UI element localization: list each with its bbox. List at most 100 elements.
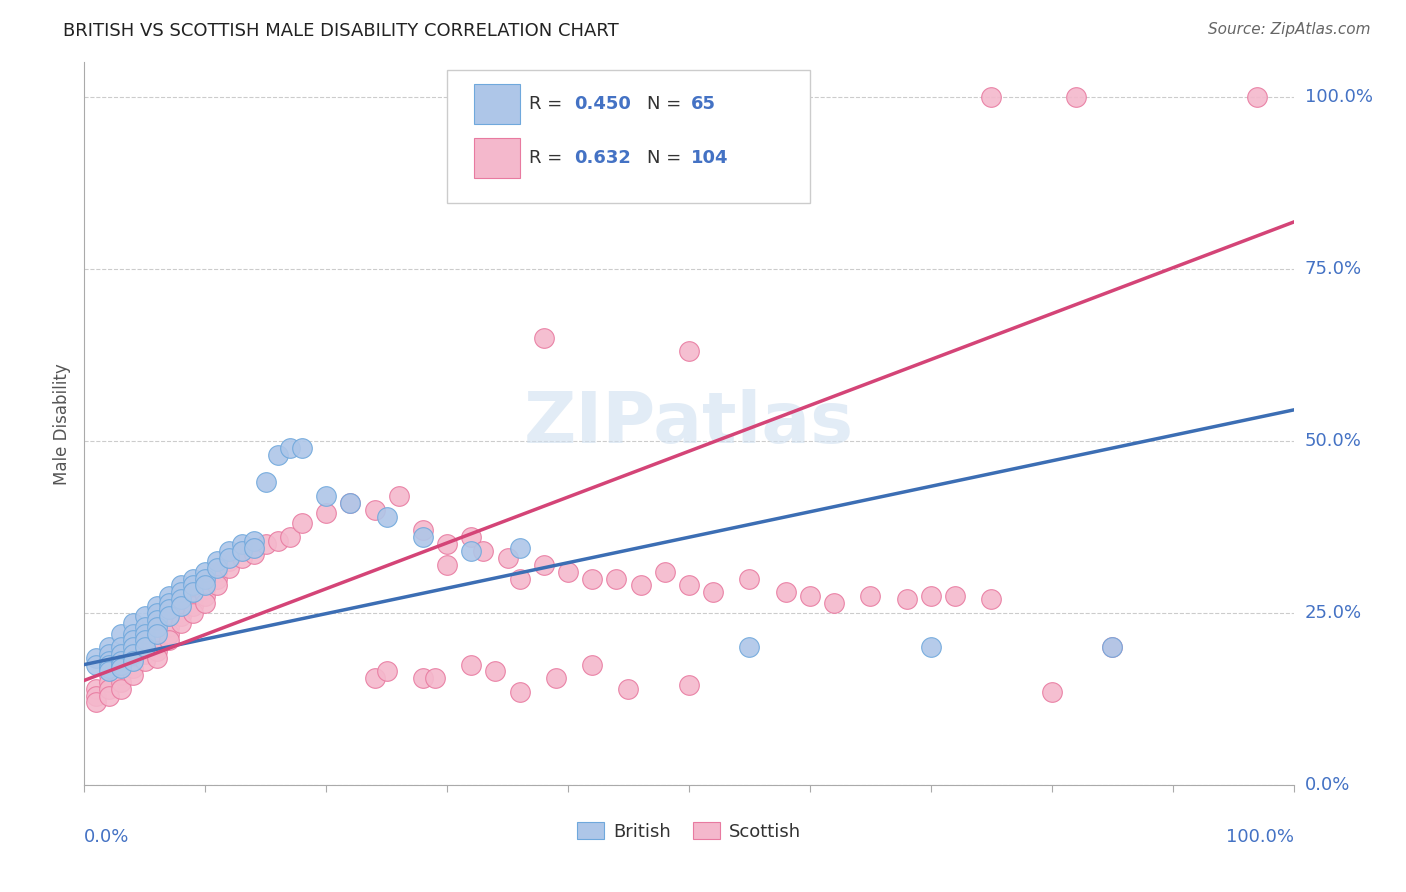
Point bbox=[496, 550, 519, 565]
Point bbox=[146, 613, 169, 627]
Point bbox=[181, 592, 204, 607]
Point bbox=[242, 541, 264, 555]
Text: BRITISH VS SCOTTISH MALE DISABILITY CORRELATION CHART: BRITISH VS SCOTTISH MALE DISABILITY CORR… bbox=[63, 22, 619, 40]
Point bbox=[170, 585, 193, 599]
Text: R =: R = bbox=[529, 95, 568, 112]
Point bbox=[207, 561, 229, 575]
Point bbox=[110, 640, 132, 655]
Point bbox=[134, 654, 156, 668]
Point bbox=[218, 544, 240, 558]
Point bbox=[146, 606, 169, 620]
Text: R =: R = bbox=[529, 149, 568, 167]
Point bbox=[146, 630, 169, 644]
Point bbox=[86, 689, 108, 703]
Legend: British, Scottish: British, Scottish bbox=[569, 815, 808, 848]
Point bbox=[134, 626, 156, 640]
FancyBboxPatch shape bbox=[474, 84, 520, 124]
FancyBboxPatch shape bbox=[447, 70, 810, 203]
Point bbox=[170, 616, 193, 631]
Point bbox=[1064, 90, 1087, 104]
Point bbox=[97, 661, 120, 675]
Point bbox=[97, 668, 120, 682]
Point bbox=[97, 640, 120, 655]
Point bbox=[799, 589, 821, 603]
Point bbox=[110, 654, 132, 668]
Point bbox=[194, 596, 217, 610]
Point bbox=[157, 602, 180, 616]
Point bbox=[254, 537, 277, 551]
Point bbox=[231, 544, 253, 558]
Point bbox=[146, 626, 169, 640]
Point bbox=[339, 496, 361, 510]
Point bbox=[218, 561, 240, 575]
Point bbox=[170, 596, 193, 610]
FancyBboxPatch shape bbox=[474, 138, 520, 178]
Point bbox=[194, 572, 217, 586]
Point bbox=[194, 578, 217, 592]
Point bbox=[170, 599, 193, 613]
Point bbox=[254, 475, 277, 490]
Point bbox=[121, 633, 143, 648]
Point bbox=[242, 541, 264, 555]
Point bbox=[110, 681, 132, 696]
Point bbox=[134, 633, 156, 648]
Point bbox=[231, 550, 253, 565]
Point bbox=[157, 626, 180, 640]
Point bbox=[509, 541, 531, 555]
Text: Source: ZipAtlas.com: Source: ZipAtlas.com bbox=[1208, 22, 1371, 37]
Y-axis label: Male Disability: Male Disability bbox=[53, 363, 72, 484]
Point bbox=[181, 585, 204, 599]
Point bbox=[423, 671, 446, 685]
Point bbox=[134, 647, 156, 661]
Point bbox=[194, 582, 217, 596]
Point bbox=[218, 554, 240, 568]
Point bbox=[121, 654, 143, 668]
Text: 104: 104 bbox=[692, 149, 728, 167]
Point bbox=[1101, 640, 1123, 655]
Point bbox=[980, 592, 1002, 607]
Point bbox=[194, 589, 217, 603]
Point bbox=[110, 626, 132, 640]
Point bbox=[823, 596, 845, 610]
Point bbox=[110, 657, 132, 672]
Point bbox=[170, 609, 193, 624]
Point bbox=[363, 671, 385, 685]
Point bbox=[509, 572, 531, 586]
Point bbox=[678, 344, 700, 359]
Point bbox=[157, 613, 180, 627]
Point bbox=[943, 589, 966, 603]
Point bbox=[315, 489, 337, 503]
Text: 75.0%: 75.0% bbox=[1305, 260, 1362, 278]
Point bbox=[436, 537, 458, 551]
Point bbox=[388, 489, 411, 503]
Point bbox=[231, 537, 253, 551]
Point bbox=[121, 616, 143, 631]
Point bbox=[1101, 640, 1123, 655]
Point bbox=[363, 502, 385, 516]
Point bbox=[581, 657, 603, 672]
Point bbox=[654, 565, 676, 579]
Point bbox=[97, 647, 120, 661]
Point bbox=[291, 441, 314, 455]
Point bbox=[157, 596, 180, 610]
Point bbox=[146, 623, 169, 637]
Point bbox=[207, 565, 229, 579]
Point bbox=[134, 626, 156, 640]
Point bbox=[110, 654, 132, 668]
Point bbox=[375, 665, 398, 679]
Point bbox=[630, 578, 652, 592]
Point bbox=[134, 640, 156, 655]
Point bbox=[97, 657, 120, 672]
Point bbox=[896, 592, 918, 607]
Point bbox=[678, 678, 700, 692]
Point bbox=[121, 626, 143, 640]
Point bbox=[134, 620, 156, 634]
Point bbox=[533, 558, 555, 572]
Point bbox=[134, 609, 156, 624]
Point bbox=[472, 544, 495, 558]
Text: 100.0%: 100.0% bbox=[1305, 87, 1372, 106]
Point bbox=[920, 640, 942, 655]
Text: ZIPatlas: ZIPatlas bbox=[524, 389, 853, 458]
Point bbox=[86, 650, 108, 665]
Text: 100.0%: 100.0% bbox=[1226, 829, 1294, 847]
